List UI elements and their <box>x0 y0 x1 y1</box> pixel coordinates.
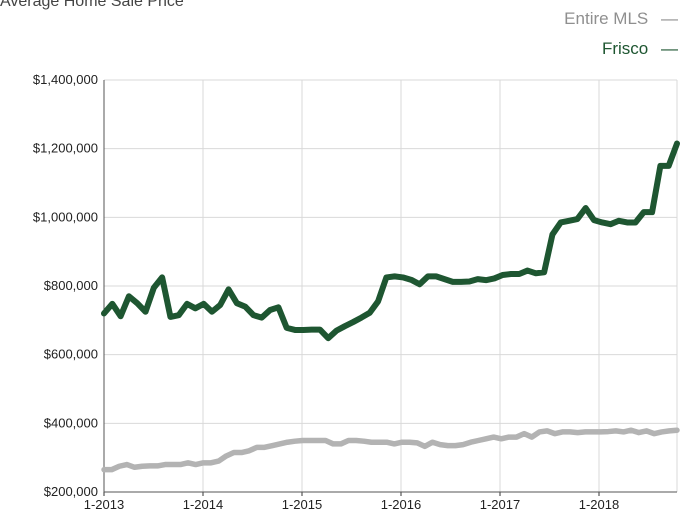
chart-subtitle: Average Home Sale Price <box>0 0 184 10</box>
legend-entry-frisco: Frisco — <box>602 39 678 58</box>
grid <box>103 79 678 493</box>
axes: $200,000 $400,000 $600,000 $800,000 $1,000,0… <box>33 72 677 512</box>
y-tick-label: $1,000,000 <box>33 209 98 224</box>
series-lines <box>101 140 680 473</box>
y-tick-label: $1,400,000 <box>33 72 98 87</box>
legend-entry-entire-mls: Entire MLS — <box>564 9 678 28</box>
y-tick-label: $200,000 <box>44 484 98 499</box>
y-tick-label: $800,000 <box>44 278 98 293</box>
x-tick-label: 1-2015 <box>282 497 322 512</box>
x-tick-label: 1-2013 <box>84 497 124 512</box>
legend-symbol-entire-mls: — <box>661 9 678 28</box>
legend: Entire MLS — Frisco — <box>564 9 678 58</box>
series-line-entire-mls <box>101 427 680 473</box>
series-line-frisco <box>101 140 680 342</box>
legend-symbol-frisco: — <box>661 39 678 58</box>
x-tick-label: 1-2018 <box>579 497 619 512</box>
y-tick-label: $1,200,000 <box>33 141 98 156</box>
y-tick-label: $600,000 <box>44 347 98 362</box>
legend-label-entire-mls: Entire MLS <box>564 9 648 28</box>
x-tick-label: 1-2016 <box>381 497 421 512</box>
y-tick-label: $400,000 <box>44 415 98 430</box>
legend-label-frisco: Frisco <box>602 39 648 58</box>
x-tick-label: 1-2014 <box>183 497 223 512</box>
x-tick-label: 1-2017 <box>480 497 520 512</box>
